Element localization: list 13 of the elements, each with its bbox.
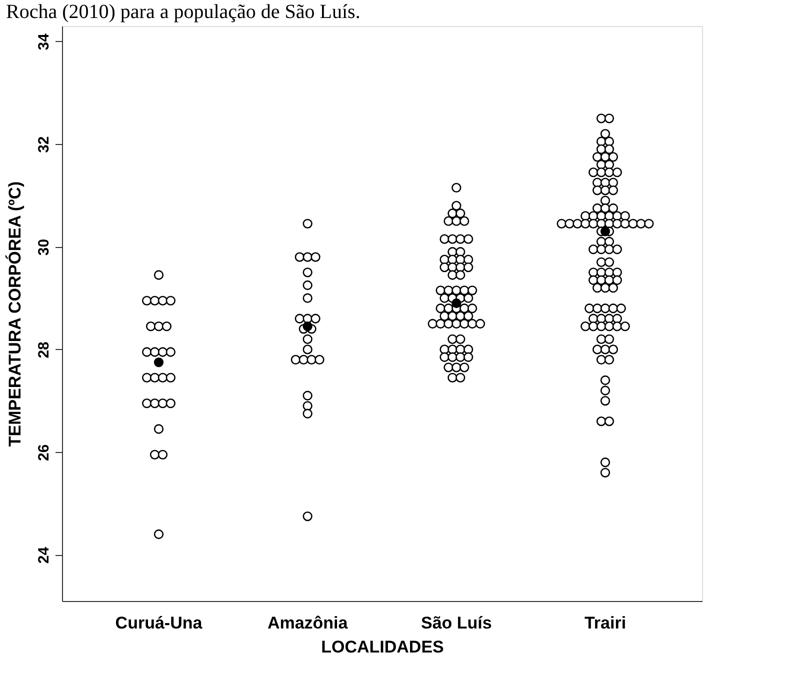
y-tick-label: 32: [36, 136, 52, 153]
y-tick-label: 30: [36, 238, 52, 256]
x-tick-label: Trairi: [584, 614, 626, 632]
y-axis-title: TEMPERATURA CORPÓREA (ºC): [4, 181, 24, 447]
y-tick-label: 34: [36, 32, 52, 50]
x-tick-label: Curuá-Una: [115, 614, 203, 632]
x-tick-label: São Luís: [420, 614, 492, 632]
y-tick-label: 26: [36, 444, 52, 461]
y-tick-label: 24: [36, 546, 52, 564]
y-tick-label: 28: [36, 342, 52, 358]
text: Rocha (2010) para a população de São Luís.: [6, 1, 360, 23]
x-tick-label: Amazônia: [267, 614, 348, 632]
x-axis-title: LOCALIDADES: [321, 638, 444, 656]
